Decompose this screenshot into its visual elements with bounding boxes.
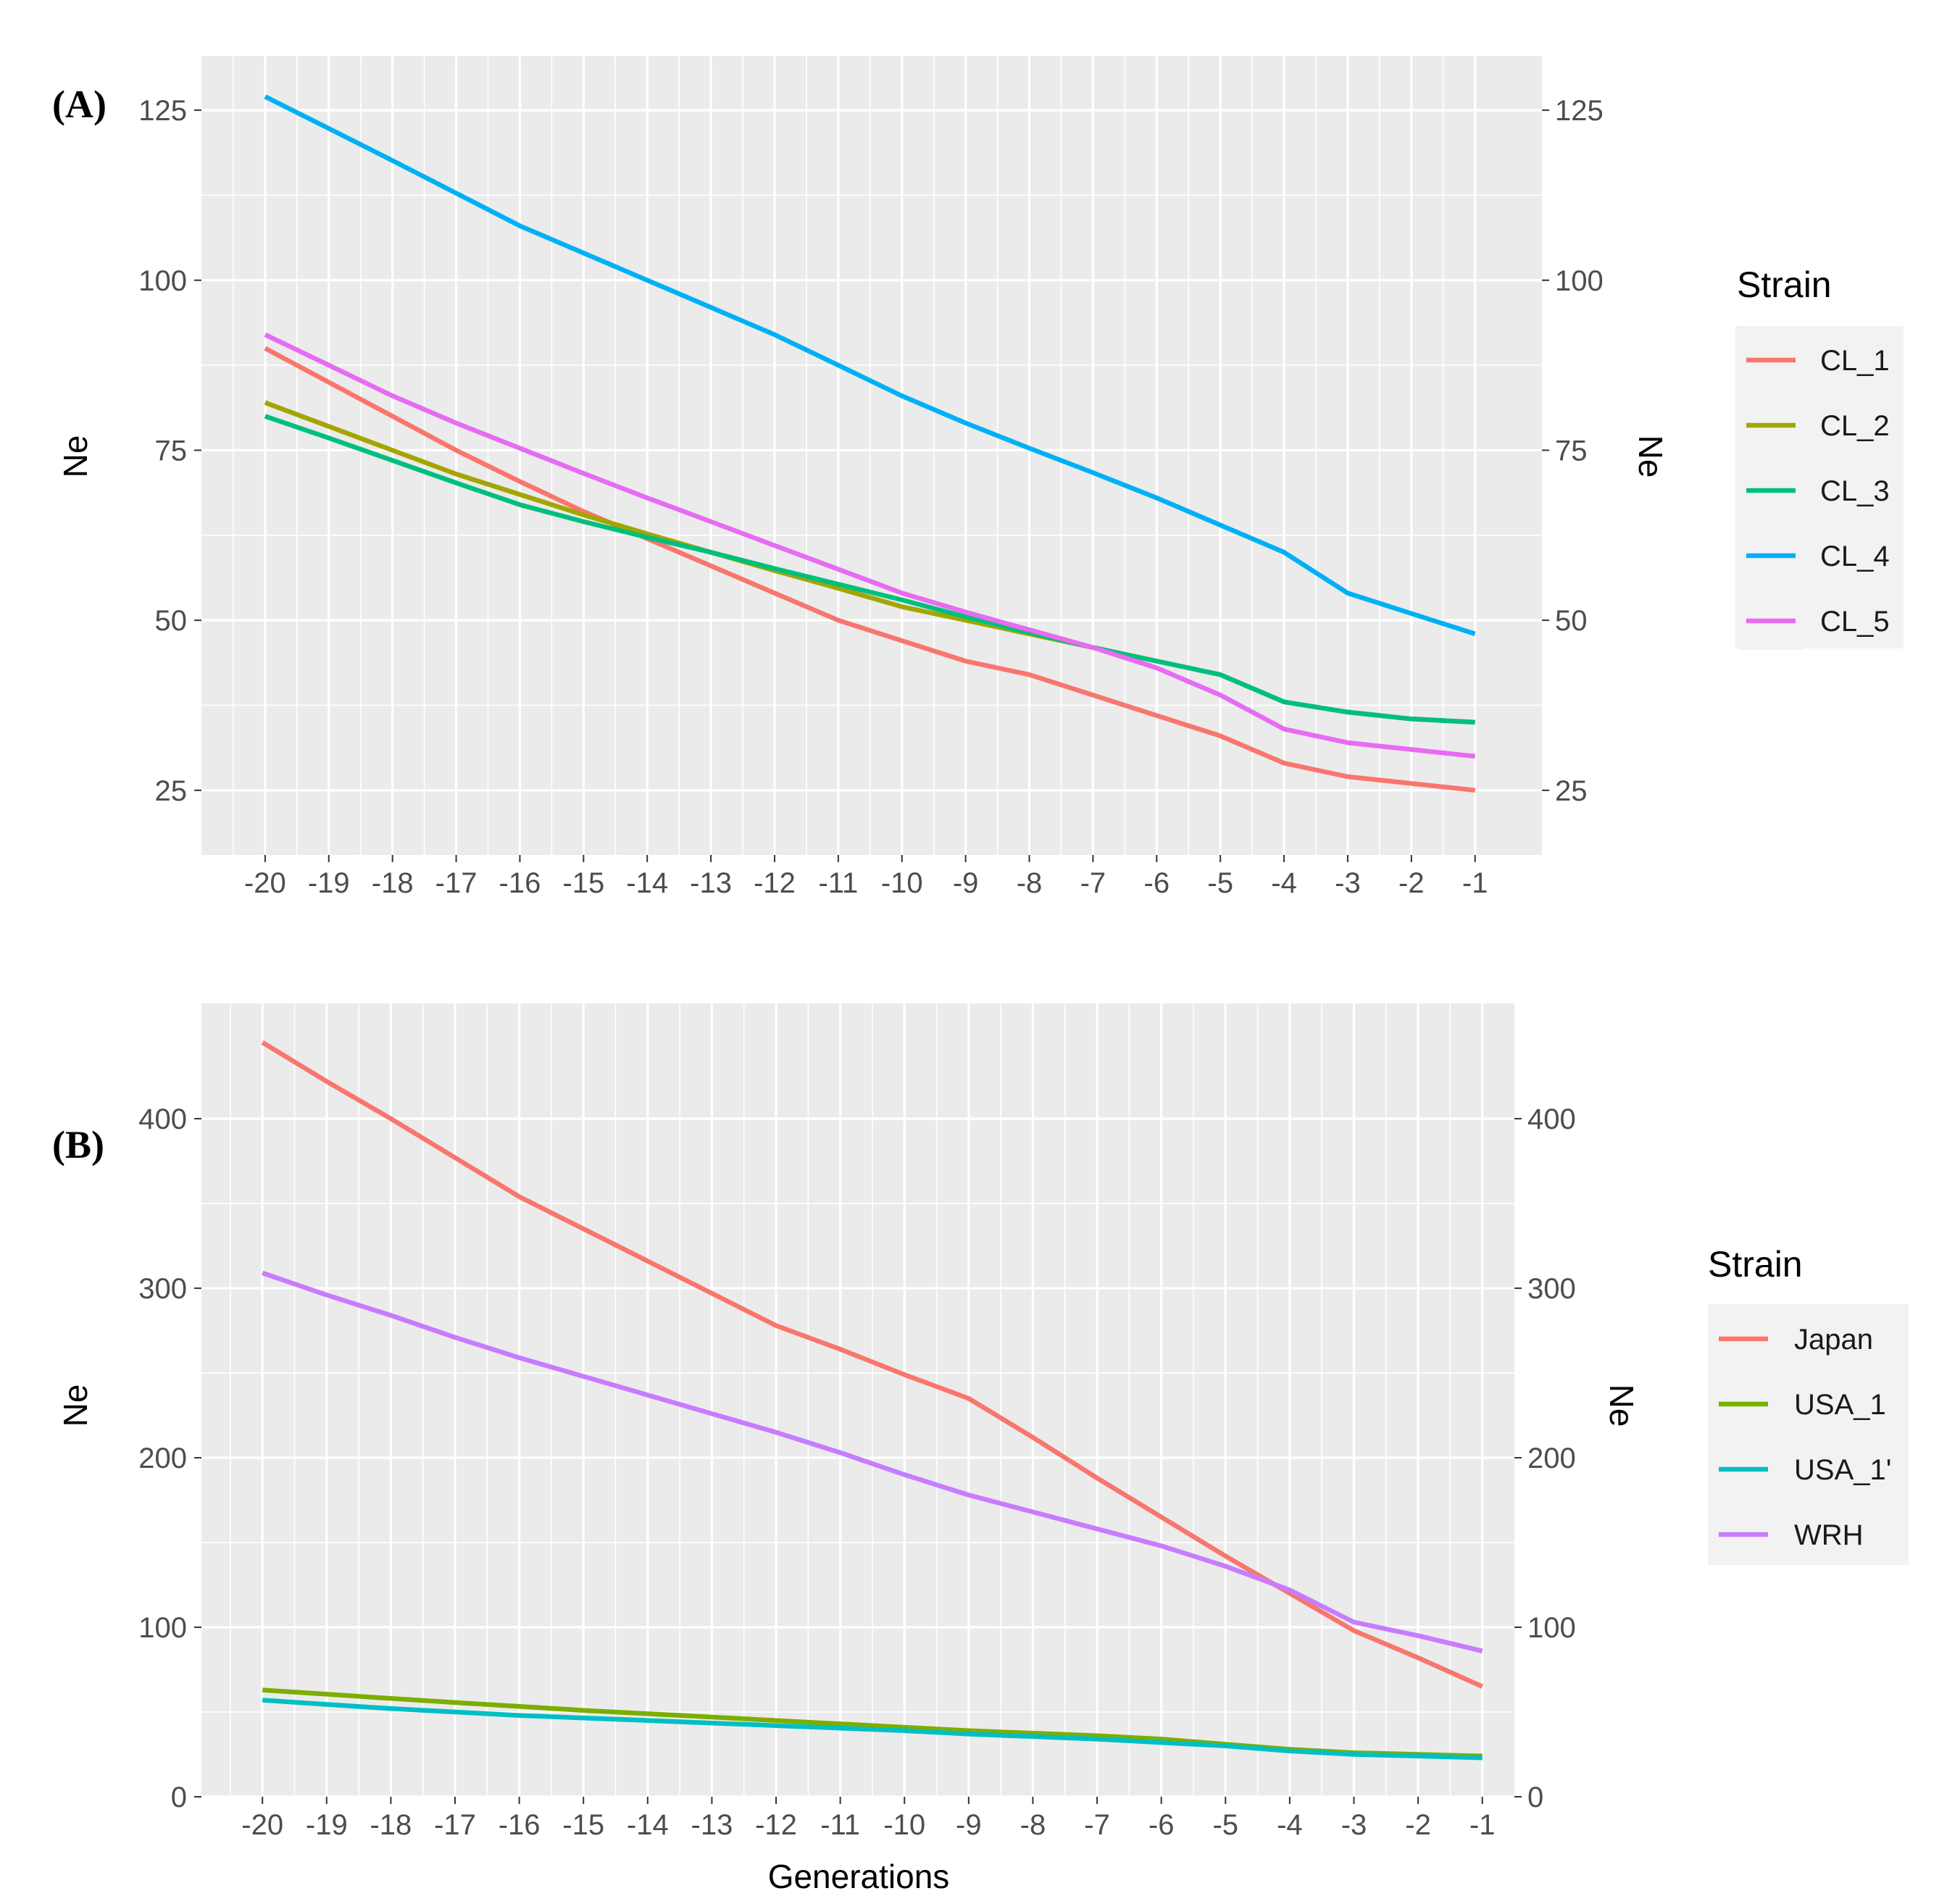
x-tick-label: -4 [1271, 867, 1297, 899]
x-tick-label: -13 [690, 867, 732, 899]
x-tick-label: -9 [956, 1809, 982, 1841]
y-axis-right: 0 100 200 300 400 [1514, 1103, 1576, 1813]
legend-label: CL_5 [1820, 606, 1890, 638]
legend-title: Strain [1737, 264, 1832, 305]
x-tick-label: -9 [953, 867, 979, 899]
x-tick-label: -6 [1148, 1809, 1175, 1841]
series-line-cl-3 [264, 414, 1475, 725]
x-tick-label: -3 [1335, 867, 1361, 899]
x-tick-label: -14 [627, 1809, 669, 1841]
y-tick-label: 75 [155, 435, 188, 467]
y-tick-label-right: 200 [1527, 1442, 1576, 1474]
series-line-cl-4 [264, 94, 1476, 636]
y-tick-label-right: 300 [1527, 1273, 1576, 1305]
y-tick-label: 0 [171, 1782, 187, 1813]
x-tick-label: -20 [244, 867, 286, 899]
y-tick-label: 50 [155, 605, 188, 637]
y-tick-label-right: 0 [1527, 1782, 1543, 1813]
gridlines [201, 56, 1542, 855]
x-axis: -20 -19 -18 -17 -16 -15 -14 -13 -12 -11 -10 -9 -8 -7 -… [244, 855, 1488, 899]
series-lines [261, 1040, 1484, 1761]
legend-label: WRH [1794, 1519, 1864, 1551]
gridlines [201, 1003, 1514, 1798]
y-tick-label-right: 100 [1527, 1612, 1576, 1644]
y-tick-label: 300 [138, 1273, 187, 1305]
x-tick-label: -18 [370, 1809, 412, 1841]
y-tick-label-right: 25 [1555, 775, 1588, 807]
series-line-wrh [262, 1270, 1483, 1653]
panel-label: (B) [52, 1123, 104, 1166]
legend-label: CL_2 [1820, 410, 1890, 442]
legend-label: USA_1' [1794, 1454, 1891, 1486]
x-tick-label: -3 [1341, 1809, 1367, 1841]
y-axis-right: 25 50 75 100 125 [1542, 95, 1604, 807]
y-tick-label: 200 [138, 1442, 187, 1474]
x-tick-label: -16 [499, 867, 541, 899]
panel-b: -20 -19 -18 -17 -16 -15 -14 -13 -12 -11 -10 -9 -8 -7-… [52, 1003, 1909, 1841]
panel-label: (A) [52, 83, 107, 126]
x-tick-label: -12 [755, 1809, 797, 1841]
x-tick-label: -5 [1207, 867, 1233, 899]
x-tick-label: -10 [883, 1809, 925, 1841]
x-tick-label: -11 [820, 1809, 860, 1841]
x-tick-label: -12 [754, 867, 796, 899]
series-line-cl-1 [264, 346, 1476, 793]
legend: Strain CL_1 CL_2 CL_3 CL_4 CL_5 [1735, 264, 1904, 650]
x-tick-label: -1 [1469, 1809, 1496, 1841]
y-axis-title: Ne [57, 1385, 94, 1427]
y-tick-label-right: 400 [1527, 1103, 1576, 1135]
x-tick-label: -5 [1212, 1809, 1238, 1841]
x-tick-label: -18 [372, 867, 414, 899]
y-axis-title: Ne [57, 435, 94, 478]
legend: Strain Japan USA_1 USA_1' WRH [1708, 1244, 1909, 1565]
y-tick-label: 25 [155, 775, 188, 807]
x-tick-label: -8 [1017, 867, 1043, 899]
x-tick-label: -7 [1080, 867, 1106, 899]
y-axis-title-right: Ne [1603, 1385, 1640, 1427]
y-tick-label-right: 125 [1555, 95, 1604, 127]
y-axis-left: 25 50 75 100 125 [138, 95, 201, 807]
y-tick-label: 100 [138, 1612, 187, 1644]
y-tick-label-right: 75 [1555, 435, 1588, 467]
x-tick-label: -6 [1144, 867, 1170, 899]
x-tick-label: -16 [499, 1809, 541, 1841]
y-tick-label: 400 [138, 1103, 187, 1135]
legend-label: CL_4 [1820, 540, 1890, 572]
x-tick-label: -19 [306, 1809, 348, 1841]
x-axis-title: Generations [768, 1858, 950, 1895]
legend-label: CL_3 [1820, 475, 1890, 507]
series-line-usa-1- [262, 1698, 1483, 1761]
y-tick-label-right: 50 [1555, 605, 1588, 637]
x-tick-label: -11 [818, 867, 858, 899]
x-tick-label: -2 [1405, 1809, 1431, 1841]
x-tick-label: -14 [626, 867, 668, 899]
y-axis-title-right: Ne [1632, 435, 1669, 478]
y-tick-label: 100 [138, 265, 187, 297]
legend-label: Japan [1794, 1324, 1873, 1356]
x-tick-label: -2 [1398, 867, 1425, 899]
x-tick-label: -19 [308, 867, 350, 899]
x-tick-label: -8 [1020, 1809, 1046, 1841]
x-tick-label: -17 [435, 867, 478, 899]
x-tick-label: -15 [562, 1809, 604, 1841]
x-tick-label: -20 [241, 1809, 283, 1841]
y-tick-label-right: 100 [1555, 265, 1604, 297]
x-tick-label: -17 [434, 1809, 476, 1841]
panel-a: -20 -19 -18 -17 -16 -15 -14 -13 -12 -11 -10 -9 -8 -7 -… [52, 56, 1904, 899]
x-axis: -20 -19 -18 -17 -16 -15 -14 -13 -12 -11 -10 -9 -8 -7 -… [241, 1797, 1495, 1841]
x-tick-label: -4 [1277, 1809, 1303, 1841]
series-lines [264, 94, 1476, 793]
legend-title: Strain [1708, 1244, 1803, 1285]
series-line-cl-5 [264, 332, 1476, 759]
legend-label: CL_1 [1820, 345, 1890, 377]
x-tick-label: -1 [1462, 867, 1488, 899]
y-axis-left: 0 100 200 300 400 [138, 1103, 201, 1813]
x-tick-label: -13 [691, 1809, 733, 1841]
x-tick-label: -15 [562, 867, 604, 899]
y-tick-label: 125 [138, 95, 187, 127]
legend-label: USA_1 [1794, 1389, 1886, 1421]
x-tick-label: -10 [881, 867, 923, 899]
x-tick-label: -7 [1084, 1809, 1110, 1841]
